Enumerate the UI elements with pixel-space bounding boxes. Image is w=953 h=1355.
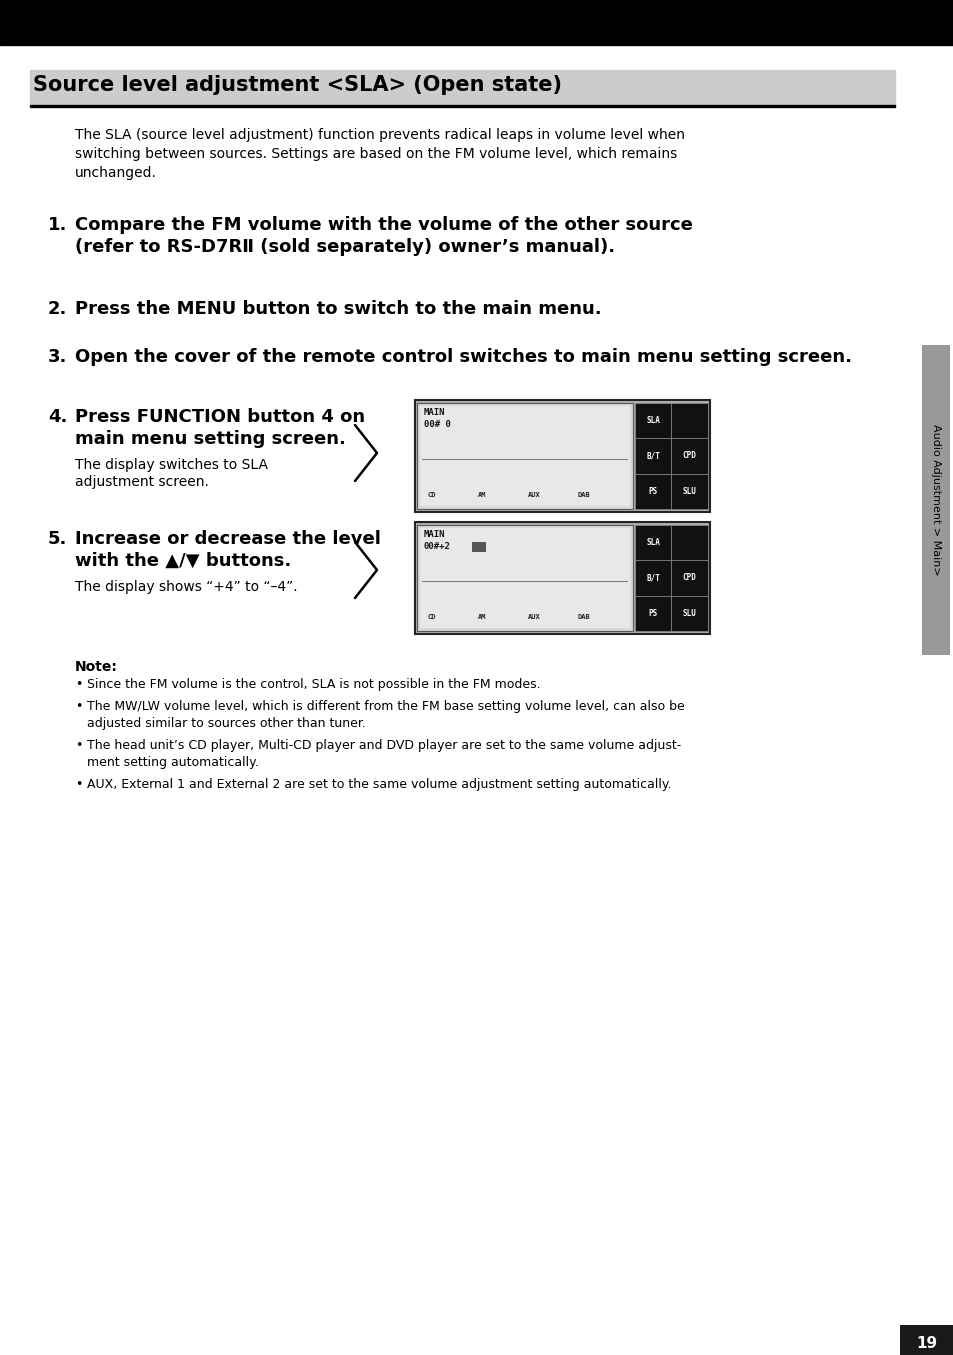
Bar [671,474,707,509]
Text: main menu setting screen.: main menu setting screen. [75,430,346,449]
Bar [415,400,709,512]
Bar [671,524,707,561]
Text: SLU: SLU [682,608,696,618]
Text: •: • [75,738,82,752]
Text: Compare the FM volume with the volume of the other source: Compare the FM volume with the volume of… [75,215,692,234]
Bar [634,474,671,509]
Text: (refer to RS-D7RⅡ (sold separately) owner’s manual).: (refer to RS-D7RⅡ (sold separately) owne… [75,238,615,256]
Bar [421,458,627,459]
Text: •: • [75,678,82,691]
Bar [671,561,707,596]
Bar [634,524,671,561]
Bar [0,0,953,45]
Text: Press FUNCTION button 4 on: Press FUNCTION button 4 on [75,408,365,425]
Text: SLA: SLA [645,538,659,547]
Bar [921,346,949,654]
Text: adjustment screen.: adjustment screen. [75,476,209,489]
Text: B/T: B/T [645,451,659,461]
Text: Audio Adjustment > Main>: Audio Adjustment > Main> [930,424,940,576]
Text: PS: PS [648,486,657,496]
Bar [634,402,671,438]
Text: •: • [75,778,82,791]
Bar [634,596,671,631]
Bar [30,104,894,107]
Bar [671,596,707,631]
Text: 00#+2: 00#+2 [423,542,451,551]
Text: B/T: B/T [645,573,659,583]
Text: The head unit’s CD player, Multi-CD player and DVD player are set to the same vo: The head unit’s CD player, Multi-CD play… [87,738,680,752]
Bar [671,438,707,474]
Text: CD: CD [428,492,436,499]
Text: AM: AM [477,614,486,621]
Text: CPD: CPD [682,451,696,461]
Bar [421,580,627,583]
Text: CD: CD [428,614,436,621]
Text: Press the MENU button to switch to the main menu.: Press the MENU button to switch to the m… [75,299,601,318]
Bar [899,1325,953,1355]
Text: Since the FM volume is the control, SLA is not possible in the FM modes.: Since the FM volume is the control, SLA … [87,678,540,691]
Text: AM: AM [477,492,486,499]
Text: SLU: SLU [682,486,696,496]
Text: with the ▲/▼ buttons.: with the ▲/▼ buttons. [75,551,291,570]
Text: MAIN: MAIN [423,530,445,539]
Text: The SLA (source level adjustment) function prevents radical leaps in volume leve: The SLA (source level adjustment) functi… [75,127,684,142]
Text: switching between sources. Settings are based on the FM volume level, which rema: switching between sources. Settings are … [75,146,677,161]
Text: Open the cover of the remote control switches to main menu setting screen.: Open the cover of the remote control swi… [75,348,851,366]
Text: PS: PS [648,608,657,618]
Text: The display switches to SLA: The display switches to SLA [75,458,268,472]
Text: Note:: Note: [75,660,118,673]
Text: 3.: 3. [48,348,68,366]
Text: MAIN: MAIN [423,408,445,417]
Text: 19: 19 [916,1336,937,1351]
Bar [472,542,485,551]
Text: 00# 0: 00# 0 [423,420,451,430]
Text: The display shows “+4” to “–4”.: The display shows “+4” to “–4”. [75,580,297,593]
Bar [634,561,671,596]
Text: 5.: 5. [48,530,68,547]
Text: DAB: DAB [578,614,590,621]
Bar [419,528,629,627]
Bar [634,438,671,474]
Bar [419,406,629,505]
Text: Source level adjustment <SLA> (Open state): Source level adjustment <SLA> (Open stat… [33,75,561,95]
Text: AUX, External 1 and External 2 are set to the same volume adjustment setting aut: AUX, External 1 and External 2 are set t… [87,778,671,791]
Text: DAB: DAB [578,492,590,499]
Text: Increase or decrease the level: Increase or decrease the level [75,530,380,547]
Text: ment setting automatically.: ment setting automatically. [87,756,258,770]
Text: SLA: SLA [645,416,659,425]
Text: AUX: AUX [527,492,540,499]
Text: unchanged.: unchanged. [75,167,156,180]
Text: 1.: 1. [48,215,68,234]
Text: 4.: 4. [48,408,68,425]
Bar [416,402,632,509]
Bar [30,70,894,106]
Text: 2.: 2. [48,299,68,318]
Bar [416,524,632,631]
Text: The MW/LW volume level, which is different from the FM base setting volume level: The MW/LW volume level, which is differe… [87,701,684,713]
Bar [415,522,709,634]
Text: AUX: AUX [527,614,540,621]
Text: •: • [75,701,82,713]
Text: CPD: CPD [682,573,696,583]
Bar [671,402,707,438]
Text: adjusted similar to sources other than tuner.: adjusted similar to sources other than t… [87,717,366,730]
